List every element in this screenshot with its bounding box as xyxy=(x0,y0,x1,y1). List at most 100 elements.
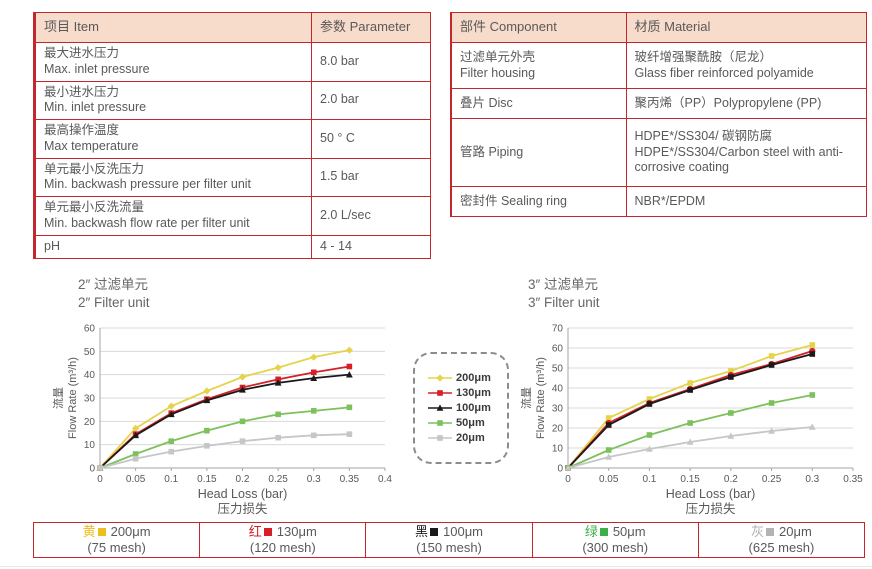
table-row: 最高操作温度 Max temperature 50 ° C xyxy=(34,119,431,159)
micron-size: 100μm xyxy=(443,523,484,539)
svg-text:10: 10 xyxy=(84,440,96,451)
spec-item-zh: 单元最小反洗流量 xyxy=(44,200,145,214)
svg-text:Flow Rate (m³/h): Flow Rate (m³/h) xyxy=(535,357,547,439)
chart-title-3inch-en: 3″ Filter unit xyxy=(528,295,600,311)
material-en: HDPE*/SS304/Carbon steel with anti-corro… xyxy=(634,144,843,175)
spec-header-item: 项目 Item xyxy=(34,12,312,43)
legend-marker-200um-icon xyxy=(428,374,452,382)
svg-text:40: 40 xyxy=(552,384,564,395)
svg-text:20: 20 xyxy=(84,417,96,428)
spec-item-en: Min. inlet pressure xyxy=(44,100,147,115)
table-row: pH 4 - 14 xyxy=(34,234,431,259)
micron-size: 130μm xyxy=(276,523,317,539)
svg-text:50: 50 xyxy=(552,364,564,375)
svg-text:压力损失: 压力损失 xyxy=(217,501,268,516)
svg-text:0: 0 xyxy=(557,464,563,475)
svg-text:0.05: 0.05 xyxy=(599,474,619,485)
legend-marker-130um-icon xyxy=(428,390,452,396)
material-zh: NBR*/EPDM xyxy=(634,193,706,208)
table-row: 单元最小反洗流量 Min. backwash flow rate per filt… xyxy=(34,196,431,236)
component-zh: 密封件 Sealing ring xyxy=(460,193,567,208)
svg-text:0.2: 0.2 xyxy=(724,474,738,485)
svg-text:0.1: 0.1 xyxy=(642,474,656,485)
spec-value: 4 - 14 xyxy=(311,234,431,259)
legend-label: 50μm xyxy=(456,417,485,429)
svg-text:60: 60 xyxy=(84,324,96,335)
spec-item-zh: pH xyxy=(44,238,60,253)
table-row: 单元最小反洗压力 Min. backwash pressure per filte… xyxy=(34,157,431,197)
svg-text:0.3: 0.3 xyxy=(805,474,819,485)
table-row: 过滤单元外壳 Filter housing 玻纤增强聚酰胺（尼龙） Glass fi… xyxy=(450,42,867,89)
svg-text:0.25: 0.25 xyxy=(762,474,782,485)
mesh-size: (120 mesh) xyxy=(249,540,316,555)
table-row: 最大进水压力 Max. inlet pressure 8.0 bar xyxy=(34,42,431,82)
chart-legend-box: 200μm 130μm 100μm 50μm 20μm xyxy=(413,352,509,464)
legend-cell-green: 绿 50μm (300 mesh) xyxy=(533,523,699,557)
table-row: 密封件 Sealing ring NBR*/EPDM xyxy=(450,186,867,217)
legend-marker-50um-icon xyxy=(428,420,452,426)
spec-item-zh: 最高操作温度 xyxy=(44,123,120,137)
spec-value: 2.0 bar xyxy=(311,80,431,120)
svg-text:30: 30 xyxy=(552,404,564,415)
legend-label: 20μm xyxy=(456,432,485,444)
chart-title-2inch-en: 2″ Filter unit xyxy=(78,295,150,311)
color-name: 绿 xyxy=(584,523,598,539)
micron-size: 200μm xyxy=(110,523,151,539)
spec-item-en: Min. backwash flow rate per filter unit xyxy=(44,215,250,230)
svg-text:50: 50 xyxy=(84,347,96,358)
material-header-component: 部件 Component xyxy=(450,12,627,43)
material-zh: HDPE*/SS304/ 碳钢防腐 xyxy=(634,128,773,143)
spec-item-en: Max temperature xyxy=(44,138,139,153)
micron-size: 20μm xyxy=(779,523,812,539)
legend-cell-black: 黑 100μm (150 mesh) xyxy=(366,523,533,557)
svg-text:0.05: 0.05 xyxy=(126,474,146,485)
svg-text:Head Loss (bar): Head Loss (bar) xyxy=(198,487,288,501)
mesh-size: (625 mesh) xyxy=(748,540,815,555)
component-zh: 管路 Piping xyxy=(460,144,524,159)
page-bottom-rule xyxy=(0,566,872,567)
table-row: 叠片 Disc 聚丙烯（PP）Polypropylene (PP) xyxy=(450,88,867,119)
color-swatch-icon xyxy=(599,527,608,536)
material-zh: 玻纤增强聚酰胺（尼龙） xyxy=(634,49,773,64)
svg-text:20: 20 xyxy=(552,424,564,435)
svg-text:0.15: 0.15 xyxy=(197,474,217,485)
svg-text:0.25: 0.25 xyxy=(268,474,288,485)
svg-text:0: 0 xyxy=(565,474,571,485)
color-swatch-icon xyxy=(97,527,106,536)
svg-text:30: 30 xyxy=(84,394,96,405)
svg-text:0.4: 0.4 xyxy=(378,474,392,485)
spec-header-row: 项目 Item 参数 Parameter xyxy=(34,12,431,43)
spec-value: 1.5 bar xyxy=(311,157,431,197)
flow-rate-chart-2inch: 0 10 20 30 40 50 60 0 0.05 0.1 0.15 0.2 0.25 0.3 0.35 0… xyxy=(51,324,392,517)
svg-text:0.3: 0.3 xyxy=(307,474,321,485)
legend-cell-red: 红 130μm (120 mesh) xyxy=(200,523,367,557)
svg-text:流量: 流量 xyxy=(51,387,65,409)
spec-value: 8.0 bar xyxy=(311,42,431,82)
svg-text:Head Loss (bar): Head Loss (bar) xyxy=(666,487,756,501)
table-row: 最小进水压力 Min. inlet pressure 2.0 bar xyxy=(34,80,431,120)
color-name: 红 xyxy=(248,523,262,539)
mesh-size: (300 mesh) xyxy=(582,540,649,555)
color-name: 灰 xyxy=(751,523,765,539)
spec-item-zh: 单元最小反洗压力 xyxy=(44,161,145,176)
spec-value: 2.0 L/sec xyxy=(311,196,431,236)
svg-text:0.35: 0.35 xyxy=(843,474,863,485)
legend-cell-yellow: 黄 200μm (75 mesh) xyxy=(34,523,201,557)
chart-title-3inch-zh: 3″ 过滤单元 xyxy=(528,277,599,292)
legend-item-100um: 100μm xyxy=(427,402,507,414)
component-en: Filter housing xyxy=(460,65,536,80)
svg-text:0.1: 0.1 xyxy=(164,474,178,485)
flow-rate-chart-3inch: 0 10 20 30 40 50 60 70 0 0.05 0.1 0.15 0.2 0.25 0.3 0.3… xyxy=(519,324,863,517)
color-name: 黄 xyxy=(82,523,96,539)
legend-label: 130μm xyxy=(456,387,491,399)
mesh-size: (75 mesh) xyxy=(87,540,146,555)
svg-text:0.2: 0.2 xyxy=(236,474,250,485)
legend-marker-20um-icon xyxy=(428,435,452,441)
spec-header-param: 参数 Parameter xyxy=(311,12,431,43)
table-row: 管路 Piping HDPE*/SS304/ 碳钢防腐 HDPE*/SS304/C… xyxy=(450,118,867,187)
svg-text:流量: 流量 xyxy=(519,387,533,409)
material-header-row: 部件 Component 材质 Material xyxy=(450,12,867,43)
mesh-size: (150 mesh) xyxy=(416,540,482,555)
legend-label: 200μm xyxy=(456,372,491,384)
legend-item-50um: 50μm xyxy=(427,417,507,429)
